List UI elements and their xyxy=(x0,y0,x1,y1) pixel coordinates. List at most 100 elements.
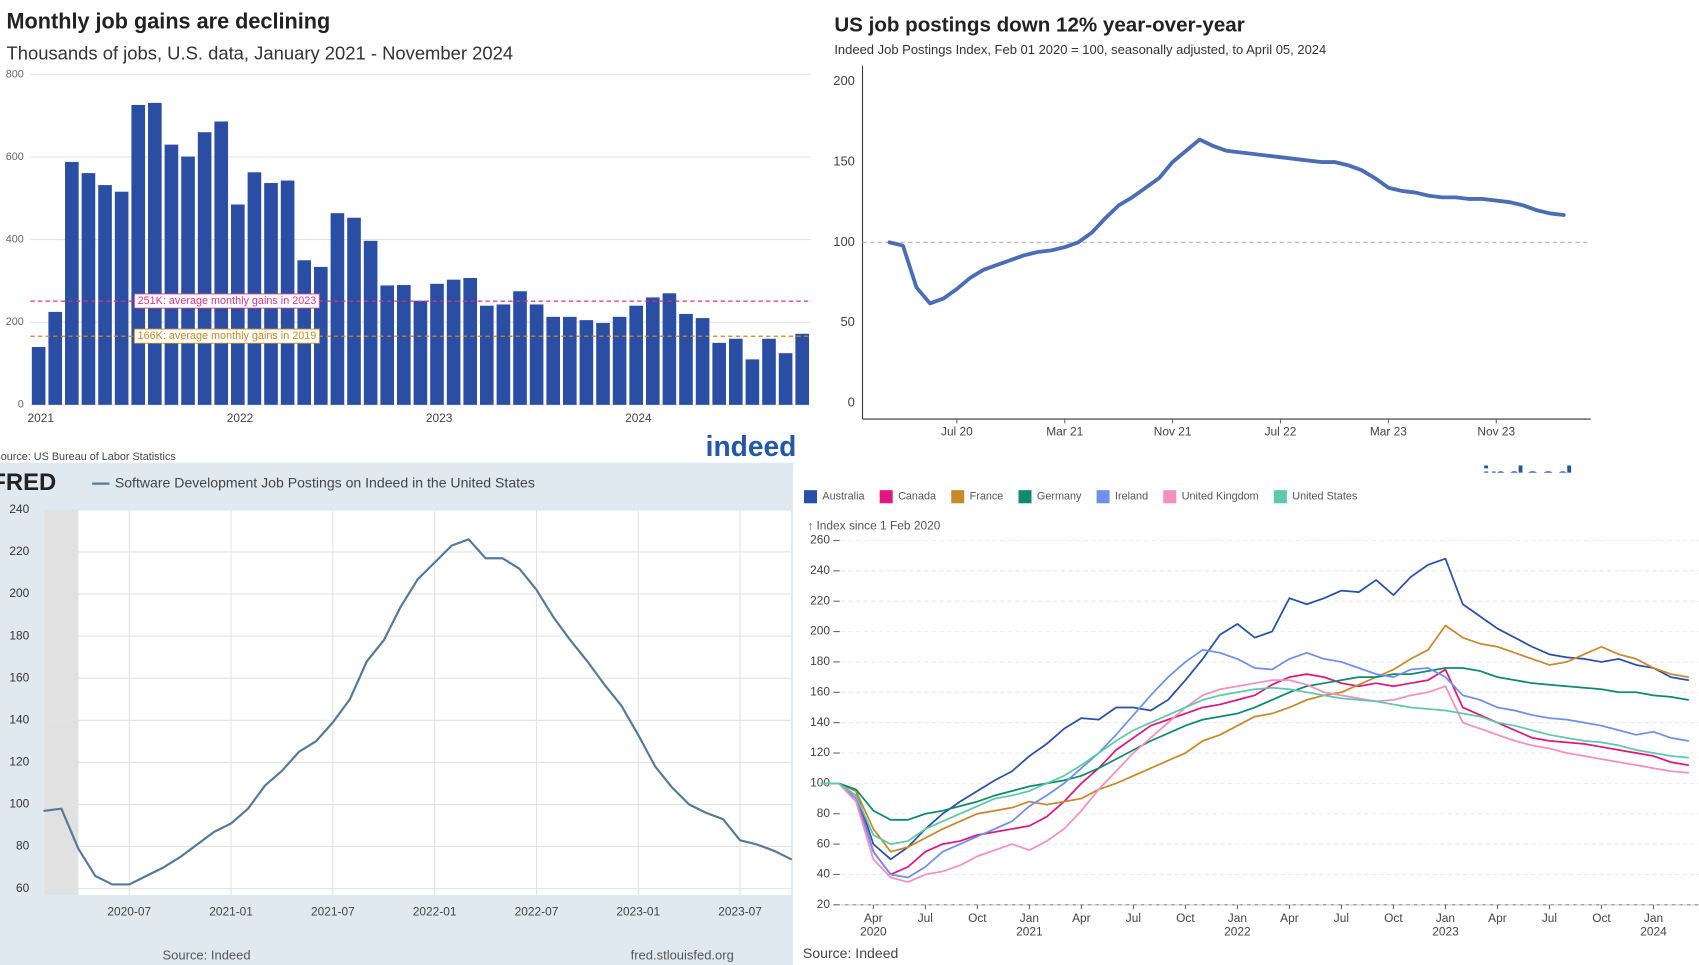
bar xyxy=(596,323,610,405)
y-tick-label: 60 xyxy=(16,881,30,895)
x-tick-label: Jul xyxy=(918,911,933,925)
legend-swatch xyxy=(1018,490,1032,504)
y-tick-label: 50 xyxy=(840,314,854,329)
bar xyxy=(778,353,793,405)
x-tick-label: Jul xyxy=(1126,911,1141,925)
bar xyxy=(728,338,743,405)
y-tick-label: 20 xyxy=(817,897,831,911)
x-tick-label: Oct xyxy=(1592,911,1611,925)
y-tick-label: 400 xyxy=(6,233,24,245)
x-tick-label: Apr xyxy=(1280,911,1299,925)
line xyxy=(820,648,1690,879)
y-tick-label: 160 xyxy=(810,684,830,698)
reference-label-box xyxy=(133,293,320,309)
bar xyxy=(48,311,63,405)
bar xyxy=(214,121,229,405)
bar xyxy=(413,300,428,405)
bar xyxy=(197,132,212,405)
source: Source: Indeed xyxy=(163,948,251,963)
line xyxy=(820,667,1690,821)
line xyxy=(820,679,1690,883)
bar xyxy=(513,291,527,405)
reference-label: 166K: average monthly gains in 2019 xyxy=(138,330,317,342)
bar xyxy=(612,316,627,405)
x-tick-label: Jan xyxy=(1644,911,1663,925)
bar xyxy=(148,102,162,405)
legend-label: Canada xyxy=(898,491,937,503)
y-tick-label: 800 xyxy=(6,68,24,80)
y-tick-label: 120 xyxy=(810,745,830,759)
chart-2: 0 50 100 150 200 Jul 20 Mar 21 Nov 21 Jul 22 Mar … xyxy=(833,73,1591,438)
bar xyxy=(347,217,361,405)
y-tick-label: 140 xyxy=(9,712,29,726)
chart-3: 60 80 100 120 140 160 180 200 220 240 2020-07 2021-… xyxy=(9,502,793,919)
bar xyxy=(430,283,444,405)
x-tick-label: 2021-01 xyxy=(209,905,253,919)
legend-swatch xyxy=(879,490,893,504)
x-tick-label: 2024 xyxy=(625,411,652,425)
x-year-label: 2020 xyxy=(860,924,887,938)
reference-label: 251K: average monthly gains in 2023 xyxy=(138,295,317,307)
bar xyxy=(480,305,494,405)
y-tick-label: 60 xyxy=(817,836,831,850)
bar xyxy=(330,213,345,405)
panel-background xyxy=(793,472,1699,965)
x-tick-label: Mar 21 xyxy=(1046,424,1083,438)
legend-swatch xyxy=(1096,490,1110,504)
y-tick-label: 80 xyxy=(16,839,30,853)
y-tick-label: 260 xyxy=(810,533,830,547)
chart-title: Software Development Job Postings on Ind… xyxy=(115,474,535,490)
line xyxy=(820,686,1690,845)
y-tick-label: 160 xyxy=(9,670,29,684)
plot-background xyxy=(44,509,791,895)
y-tick-label: 240 xyxy=(9,502,29,516)
chart-title: US job postings down 12% year-over-year xyxy=(834,14,1244,37)
bar xyxy=(745,359,760,405)
x-tick-label: Oct xyxy=(968,911,987,925)
bar xyxy=(712,342,727,405)
y-tick-label: 100 xyxy=(9,797,29,811)
y-axis-label: ↑ Index since 1 Feb 2020 xyxy=(807,518,940,532)
logo: indeed xyxy=(706,430,797,462)
legend-swatch xyxy=(951,490,965,504)
legend-label: France xyxy=(970,491,1004,503)
y-tick-label: 220 xyxy=(810,593,830,607)
x-tick-label: 2022-07 xyxy=(515,905,559,919)
bar xyxy=(65,161,79,405)
y-tick-label: 40 xyxy=(817,867,831,881)
legend-label: Ireland xyxy=(1115,491,1148,503)
logo: FRED xyxy=(0,469,56,496)
bar xyxy=(629,305,644,405)
bar xyxy=(496,304,511,405)
line xyxy=(43,538,793,886)
x-tick-label: Mar 23 xyxy=(1370,424,1407,438)
x-tick-label: Jul 20 xyxy=(941,424,973,438)
line xyxy=(820,624,1690,853)
chart-1: 0 200 400 600 800 2021 2022 2023 2024 251K: avera… xyxy=(6,68,811,425)
bar xyxy=(131,104,146,405)
line xyxy=(887,137,1566,306)
source: Source: Indeed xyxy=(803,945,898,961)
bar xyxy=(795,333,809,405)
x-tick-label: 2022-01 xyxy=(413,905,457,919)
chart-title: Monthly job gains are declining xyxy=(7,9,331,34)
y-tick-label: 180 xyxy=(9,628,29,642)
y-tick-label: 200 xyxy=(6,316,24,328)
bar xyxy=(164,144,179,405)
source: Source: US Bureau of Labor Statistics xyxy=(0,451,176,463)
shaded-range xyxy=(44,509,79,895)
bar xyxy=(546,316,561,405)
y-tick-label: 80 xyxy=(817,806,831,820)
bar xyxy=(31,346,46,405)
x-year-label: 2021 xyxy=(1016,924,1043,938)
line xyxy=(820,557,1690,861)
bar xyxy=(762,338,776,405)
bar xyxy=(98,185,112,405)
x-tick-label: Apr xyxy=(1488,911,1507,925)
y-tick-label: 100 xyxy=(833,234,855,249)
bar xyxy=(181,156,195,405)
bar xyxy=(280,180,295,405)
chart-4: 20 40 60 80 100 120 140 160 180 200 220 240 260 Apr Ju… xyxy=(803,490,1699,938)
